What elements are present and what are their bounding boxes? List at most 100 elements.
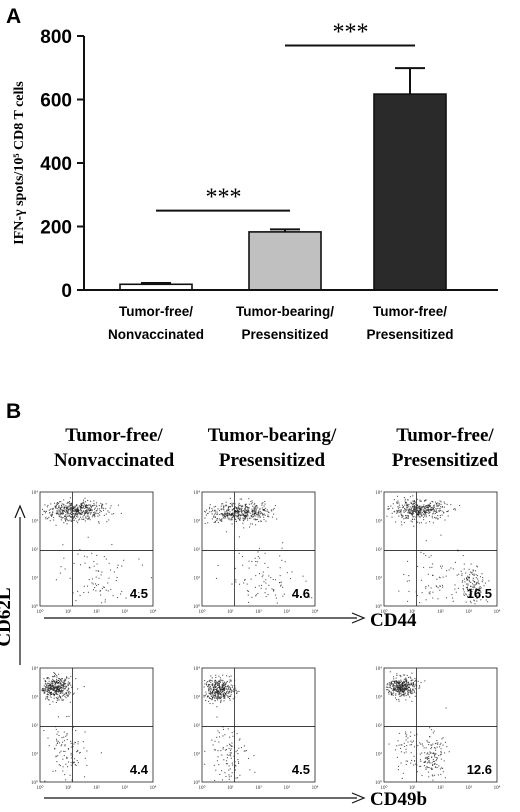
y-tick-label: 600 xyxy=(40,91,72,112)
plot-frame xyxy=(201,667,316,783)
plot-frame xyxy=(39,667,154,783)
x-tick-label: 10⁰ xyxy=(380,609,387,615)
panel-b-letter: B xyxy=(6,400,21,423)
y-tick-label: 200 xyxy=(40,218,72,239)
y-tick-label: 800 xyxy=(40,27,72,48)
y-tick-label: 10⁴ xyxy=(375,666,382,672)
y-tick-label: 10⁴ xyxy=(375,490,382,496)
bar-2 xyxy=(248,231,322,291)
y-tick-label: 10² xyxy=(194,547,201,553)
x-marker-label-row-2: CD49b xyxy=(370,789,427,810)
x-tick-label: 10⁴ xyxy=(312,785,319,791)
plot-frame xyxy=(383,667,498,783)
y-marker-label: CD62L xyxy=(0,587,15,646)
y-ticks: 0 200 400 600 800 xyxy=(40,27,84,302)
x-tick-label: 10⁴ xyxy=(494,609,501,615)
x-tick-label: 10¹ xyxy=(409,609,416,615)
y-tick-label: 10³ xyxy=(32,519,39,525)
y-tick-label: 10⁴ xyxy=(193,666,200,672)
y-marker-arrow xyxy=(14,504,26,665)
y-tick-label: 10⁰ xyxy=(193,780,200,786)
column-header-3-line-1: Tumor-free/ xyxy=(396,425,494,446)
column-header-3-line-2: Presensitized xyxy=(392,450,499,471)
x-tick-label: 10⁰ xyxy=(380,785,387,791)
y-tick-label: 10¹ xyxy=(194,576,201,582)
quadrant-percentage: 12.6 xyxy=(467,762,492,777)
quadrant-percentage: 4.5 xyxy=(292,762,310,777)
column-header-1-line-1: Tumor-free/ xyxy=(65,425,163,446)
y-tick-label: 10³ xyxy=(376,519,383,525)
x-tick-label: 10¹ xyxy=(65,609,72,615)
flow-dots xyxy=(203,674,256,782)
category-label-1-line-1: Tumor-free/ xyxy=(119,304,193,319)
y-tick-label: 10⁴ xyxy=(31,666,38,672)
error-bar-2 xyxy=(270,228,300,232)
quadrant-percentage: 4.5 xyxy=(130,586,148,601)
y-tick-label: 10⁰ xyxy=(375,604,382,610)
x-tick-label: 10¹ xyxy=(409,785,416,791)
x-tick-label: 10² xyxy=(437,609,444,615)
error-bars xyxy=(141,67,425,285)
bars xyxy=(119,93,447,291)
column-header-2-line-1: Tumor-bearing/ xyxy=(208,425,337,446)
y-tick-label: 10³ xyxy=(376,695,383,701)
y-tick-label: 10¹ xyxy=(32,752,39,758)
bar-3 xyxy=(373,93,447,291)
y-tick-label: 10⁴ xyxy=(193,490,200,496)
y-tick-label: 10² xyxy=(32,723,39,729)
x-tick-label: 10² xyxy=(255,785,262,791)
flow-dots xyxy=(385,671,450,781)
y-tick-label: 10² xyxy=(376,547,383,553)
flow-dots xyxy=(41,671,102,782)
plot-frame xyxy=(201,491,316,607)
y-tick-label: 10⁰ xyxy=(31,780,38,786)
category-label-2-line-2: Presensitized xyxy=(241,327,328,342)
x-tick-label: 10⁰ xyxy=(198,609,205,615)
column-header-1-line-2: Nonvaccinated xyxy=(54,450,175,471)
y-tick-label: 10⁰ xyxy=(375,780,382,786)
flow-plots: 10⁰10⁰10¹10¹10²10²10³10³10⁴10⁴4.510⁰10⁰1… xyxy=(31,490,501,791)
flow-column-headers: Tumor-free/Nonvaccinated Tumor-bearing/Pr… xyxy=(54,425,499,471)
y-tick-label: 10³ xyxy=(194,695,201,701)
x-tick-label: 10⁰ xyxy=(198,785,205,791)
x-tick-label: 10² xyxy=(93,609,100,615)
category-label-1-line-2: Nonvaccinated xyxy=(108,327,204,342)
x-tick-label: 10¹ xyxy=(65,785,72,791)
x-marker-label-row-1: CD44 xyxy=(370,610,417,631)
plot-frame xyxy=(383,491,498,607)
x-tick-label: 10⁰ xyxy=(36,785,43,791)
x-tick-label: 10³ xyxy=(466,609,473,615)
x-tick-label: 10⁰ xyxy=(36,609,43,615)
quadrant-percentage: 4.6 xyxy=(292,586,310,601)
category-label-3-line-1: Tumor-free/ xyxy=(373,304,447,319)
y-tick-label: 10² xyxy=(32,547,39,553)
x-tick-label: 10³ xyxy=(284,609,291,615)
x-tick-label: 10⁴ xyxy=(150,609,157,615)
column-header-2-line-2: Presensitized xyxy=(219,450,326,471)
category-label-2-line-1: Tumor-bearing/ xyxy=(236,304,334,319)
flow-dots xyxy=(41,497,153,604)
error-bar-3 xyxy=(395,67,425,95)
x-tick-label: 10² xyxy=(93,785,100,791)
x-tick-label: 10³ xyxy=(122,609,129,615)
plot-frame xyxy=(39,491,154,607)
significance-stars-2: *** xyxy=(333,20,369,46)
y-tick-label: 10⁰ xyxy=(193,604,200,610)
x-tick-label: 10³ xyxy=(284,785,291,791)
error-bar-1 xyxy=(141,282,171,285)
category-labels: Tumor-free/Nonvaccinated Tumor-bearing/Pr… xyxy=(108,304,454,342)
y-axis-label: IFN-γ spots/10⁵ CD8 T cells xyxy=(12,81,27,245)
x-tick-label: 10¹ xyxy=(227,785,234,791)
x-tick-label: 10⁴ xyxy=(494,785,501,791)
x-marker-arrow-row-2 xyxy=(44,792,366,804)
x-tick-label: 10² xyxy=(437,785,444,791)
y-tick-label: 0 xyxy=(61,281,72,302)
x-tick-label: 10² xyxy=(255,609,262,615)
